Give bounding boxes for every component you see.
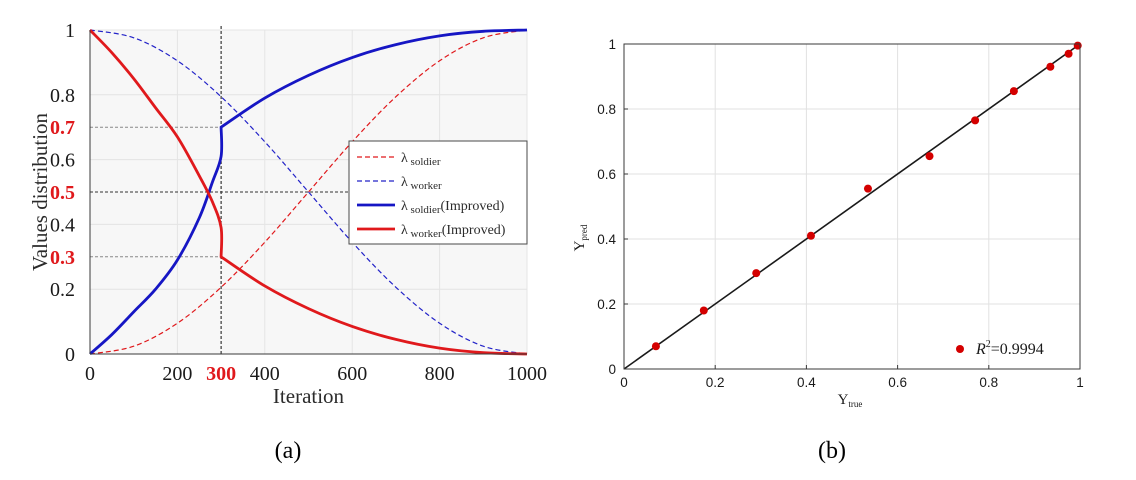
panel-a-y-axis-label: Values distribution [28, 112, 52, 271]
panel-b-scatter-chart: 0 0.2 0.4 0.6 0.8 1 0 0.2 0.4 0.6 0.8 1 Ytrue Ypred… [572, 37, 1084, 409]
panel-a-legend-label-3: λ worker(Improved) [401, 223, 506, 240]
panel-a-y-tick-0: 0 [65, 344, 75, 366]
panel-b-fit-line [623, 43, 1081, 370]
panel-b-x-tick-3: 0.6 [888, 375, 907, 390]
panel-b-y-tick-4: 0.8 [597, 102, 616, 117]
panel-a-legend-box [348, 140, 528, 245]
panel-b-point-5 [925, 152, 934, 161]
panel-a-series-line-1 [89, 29, 528, 355]
panel-a-y-tick-7: 0.8 [50, 85, 75, 107]
panel-a-x-tick-2: 300 [206, 363, 236, 385]
panel-b-x-tick-2: 0.4 [797, 375, 816, 390]
panel-b-point-3 [806, 231, 815, 240]
panel-a-y-tick-5: 0.6 [50, 150, 75, 172]
panel-a-x-axis-label: Iteration [273, 384, 345, 408]
panel-b-point-6 [971, 116, 980, 125]
panel-a-y-tick-3: 0.4 [50, 214, 75, 236]
panel-a-legend-label-0: λ soldier [401, 151, 441, 168]
panel-b-legend: R2=0.9994 [956, 339, 1044, 358]
panel-a-series-line-2 [89, 28, 528, 356]
panel-b-x-tick-4: 0.8 [979, 375, 998, 390]
panel-b-point-7 [1009, 87, 1018, 96]
panel-b-fit-line-group [623, 43, 1081, 370]
panel-a-tick-labels: 0 200 300 400 600 800 1000 0 0.2 0.3 0.4 0.5 0.6 0.7 0… [50, 20, 547, 385]
panel-a-series-line-0 [89, 29, 528, 355]
panel-b-point-10 [1073, 41, 1082, 50]
panel-a-x-tick-5: 800 [425, 363, 455, 385]
panel-a-legend: λ soldier λ worker λ soldier(Improved) λ wo… [348, 140, 528, 245]
panel-a-x-tick-4: 600 [337, 363, 367, 385]
panel-b-point-1 [699, 306, 708, 315]
panel-b-x-tick-1: 0.2 [706, 375, 725, 390]
panel-a-y-tick-2: 0.3 [50, 247, 75, 269]
panel-a-series-line-3 [88, 29, 528, 356]
panel-a-x-tick-1: 200 [162, 363, 192, 385]
panel-b-point-0 [651, 342, 660, 351]
panel-b-tick-labels: 0 0.2 0.4 0.6 0.8 1 0 0.2 0.4 0.6 0.8 1 [597, 37, 1084, 390]
panel-a-x-tick-6: 1000 [507, 363, 547, 385]
panel-a-y-tick-6: 0.7 [50, 117, 75, 139]
panel-b-x-tick-0: 0 [620, 375, 628, 390]
panel-b-y-tick-3: 0.6 [597, 167, 616, 182]
panel-a-x-tick-0: 0 [85, 363, 95, 385]
panel-b-points [651, 41, 1082, 351]
panel-a-legend-label-1: λ worker [401, 175, 442, 192]
panel-a-line-chart: 0 200 300 400 600 800 1000 0 0.2 0.3 0.4 0.5 0.6 0.7 0… [28, 20, 547, 408]
panel-b-axes-box [623, 43, 1081, 370]
panel-a-series-lines [88, 28, 528, 356]
panel-a-y-tick-1: 0.2 [50, 279, 75, 301]
panel-a-legend-label-2: λ soldier(Improved) [401, 199, 505, 216]
panel-b-legend-label: R2=0.9994 [975, 339, 1044, 358]
panel-a-x-tick-3: 400 [250, 363, 280, 385]
panel-b-y-tick-5: 1 [608, 37, 616, 52]
panel-b-y-tick-0: 0 [608, 362, 616, 377]
panel-b-y-axis-label: Ypred [572, 224, 589, 251]
panel-b-axes [623, 43, 1081, 370]
panel-a-y-tick-8: 1 [65, 20, 75, 42]
panel-a-y-tick-4: 0.5 [50, 182, 75, 204]
panel-b-legend-marker [956, 345, 964, 353]
panel-b-x-tick-5: 1 [1076, 375, 1084, 390]
caption-b: (b) [818, 438, 846, 464]
panel-b-point-2 [752, 269, 761, 278]
panel-b-point-9 [1064, 49, 1073, 58]
panel-a-reference-lines [90, 26, 353, 356]
caption-a: (a) [275, 438, 302, 464]
panel-b-point-8 [1046, 62, 1055, 71]
panel-a-axes [89, 30, 527, 355]
panel-b-y-tick-2: 0.4 [597, 232, 616, 247]
panel-b-y-tick-1: 0.2 [597, 297, 616, 312]
panel-b-x-axis-label: Ytrue [838, 392, 863, 409]
panel-b-point-4 [863, 184, 872, 193]
